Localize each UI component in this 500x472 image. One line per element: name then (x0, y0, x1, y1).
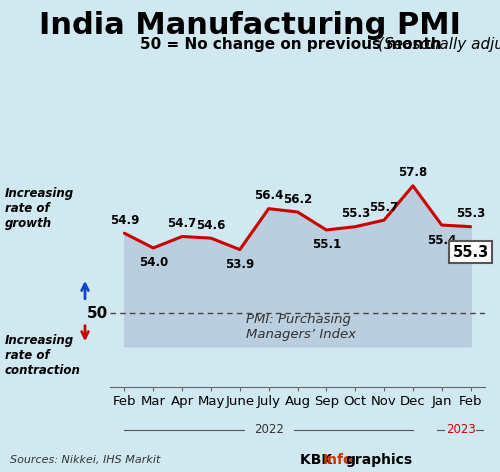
Text: KBK: KBK (300, 453, 337, 467)
Text: Increasing
rate of
contraction: Increasing rate of contraction (5, 334, 81, 378)
Text: 54.6: 54.6 (196, 219, 226, 232)
Text: 55.4: 55.4 (427, 234, 456, 247)
Text: Info: Info (322, 453, 353, 467)
Text: 50 = No change on previous month: 50 = No change on previous month (140, 37, 447, 52)
Text: Sources: Nikkei, IHS Markit: Sources: Nikkei, IHS Markit (10, 455, 160, 465)
Text: 54.7: 54.7 (168, 217, 196, 230)
Text: 55.3: 55.3 (456, 208, 485, 220)
Text: 2023: 2023 (446, 423, 476, 436)
Text: 54.0: 54.0 (138, 256, 168, 269)
Text: India Manufacturing PMI: India Manufacturing PMI (39, 11, 461, 41)
Text: graphics: graphics (345, 453, 412, 467)
Text: 53.9: 53.9 (225, 258, 254, 271)
Text: (Seasonally adjusted): (Seasonally adjusted) (378, 37, 500, 52)
Text: 50: 50 (88, 306, 108, 321)
Text: 55.1: 55.1 (312, 238, 341, 251)
Text: 2022: 2022 (254, 423, 284, 436)
Text: 56.2: 56.2 (283, 193, 312, 206)
Text: Increasing
rate of
growth: Increasing rate of growth (5, 187, 74, 230)
Text: PMI: Purchasing
Managers’ Index: PMI: Purchasing Managers’ Index (246, 313, 356, 341)
Text: 55.7: 55.7 (370, 201, 398, 214)
Text: 55.3: 55.3 (452, 244, 488, 260)
Text: 56.4: 56.4 (254, 189, 284, 202)
Text: 57.8: 57.8 (398, 166, 428, 179)
Text: 55.3: 55.3 (340, 208, 370, 220)
Text: 54.9: 54.9 (110, 214, 139, 227)
